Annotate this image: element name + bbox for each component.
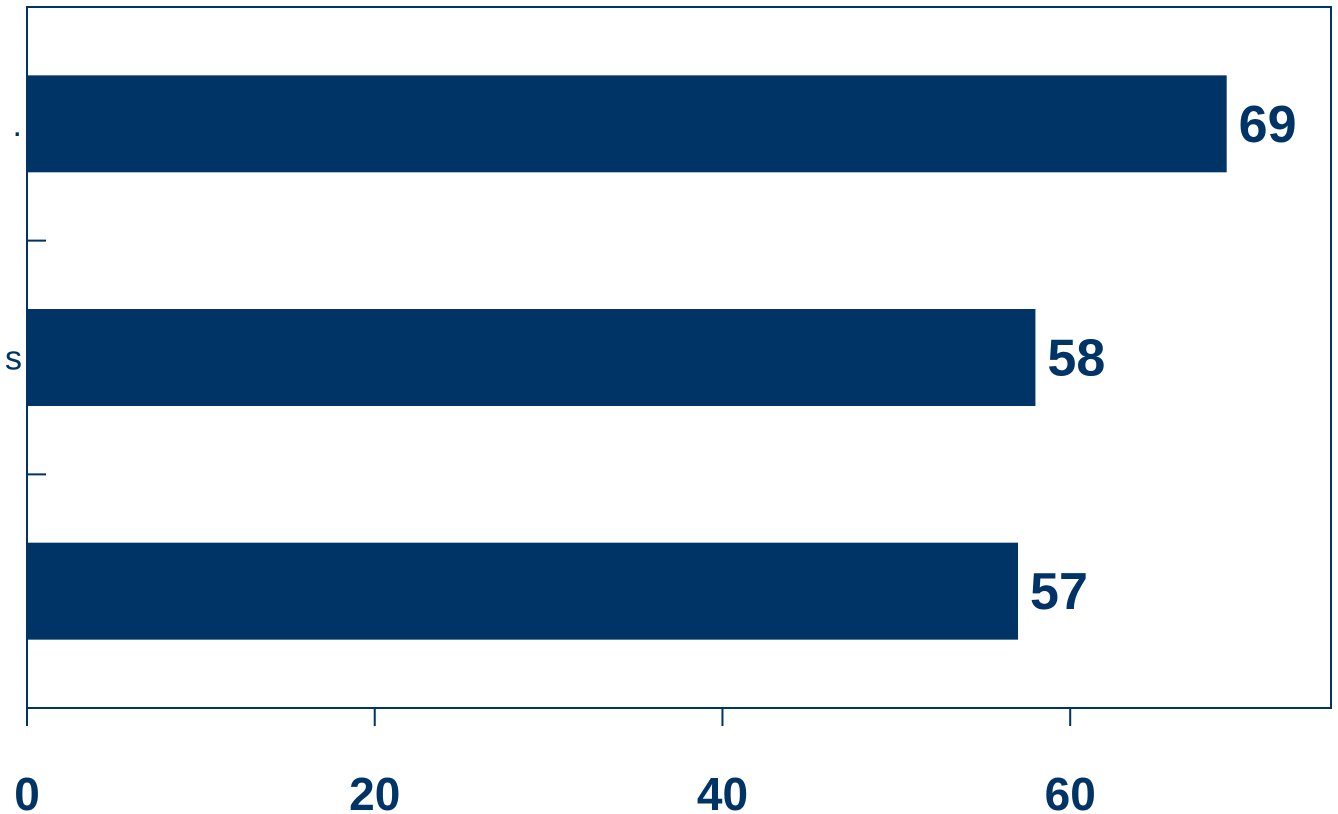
category-label-0: . — [13, 106, 22, 144]
bar-0 — [27, 75, 1227, 173]
bar-2 — [27, 542, 1019, 640]
category-label-1: s — [5, 340, 22, 378]
x-tick-label-0: 0 — [14, 768, 40, 814]
bar-value-label-2: 57 — [1030, 563, 1088, 621]
x-tick-label-3: 60 — [1045, 768, 1096, 814]
bar-value-label-0: 69 — [1239, 96, 1297, 154]
x-tick-label-1: 20 — [349, 768, 400, 814]
x-tick-label-2: 40 — [697, 768, 748, 814]
bar-value-label-1: 58 — [1047, 330, 1105, 388]
bar-1 — [27, 309, 1036, 406]
